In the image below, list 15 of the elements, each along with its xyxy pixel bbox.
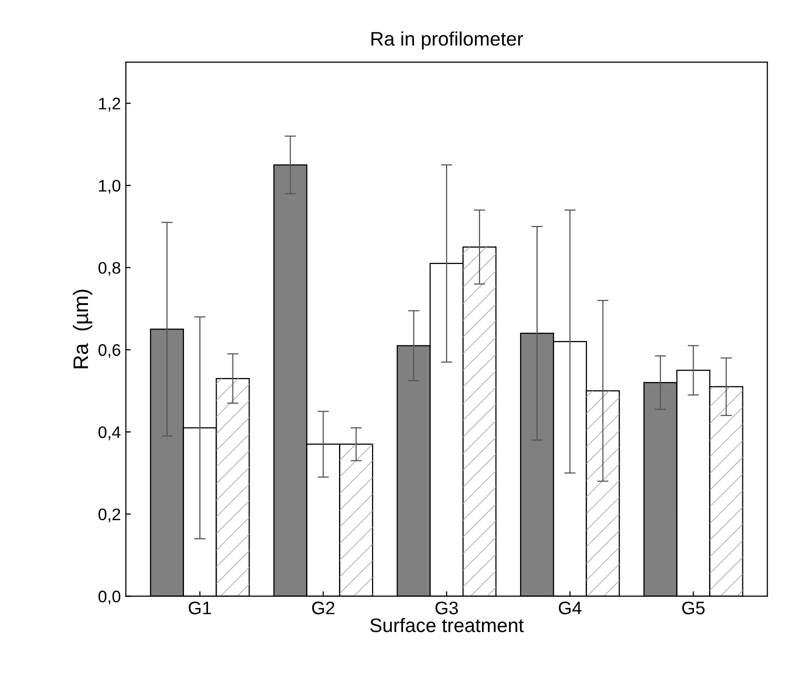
x-tick-label: G2 xyxy=(312,602,334,614)
y-tick-label: 1,0 xyxy=(99,180,120,194)
y-tick-label: 0,0 xyxy=(98,590,120,604)
y-tick-label: 1,2 xyxy=(99,98,120,112)
y-tick-label: 0,6 xyxy=(98,344,120,358)
x-axis-title: Surface treatment xyxy=(370,618,524,632)
x-tick-label: G4 xyxy=(558,602,582,614)
chart-title: Ra in profilometer xyxy=(371,31,524,50)
x-tick-label: G5 xyxy=(682,602,705,614)
x-tick-label: G3 xyxy=(435,602,458,614)
y-axis-title: Ra (µm) xyxy=(72,290,92,368)
y-tick-label: 0,8 xyxy=(98,262,120,276)
y-tick-label: 0,4 xyxy=(98,426,121,440)
x-tick-label: G1 xyxy=(188,602,212,614)
y-tick-label: 0,2 xyxy=(98,508,120,522)
